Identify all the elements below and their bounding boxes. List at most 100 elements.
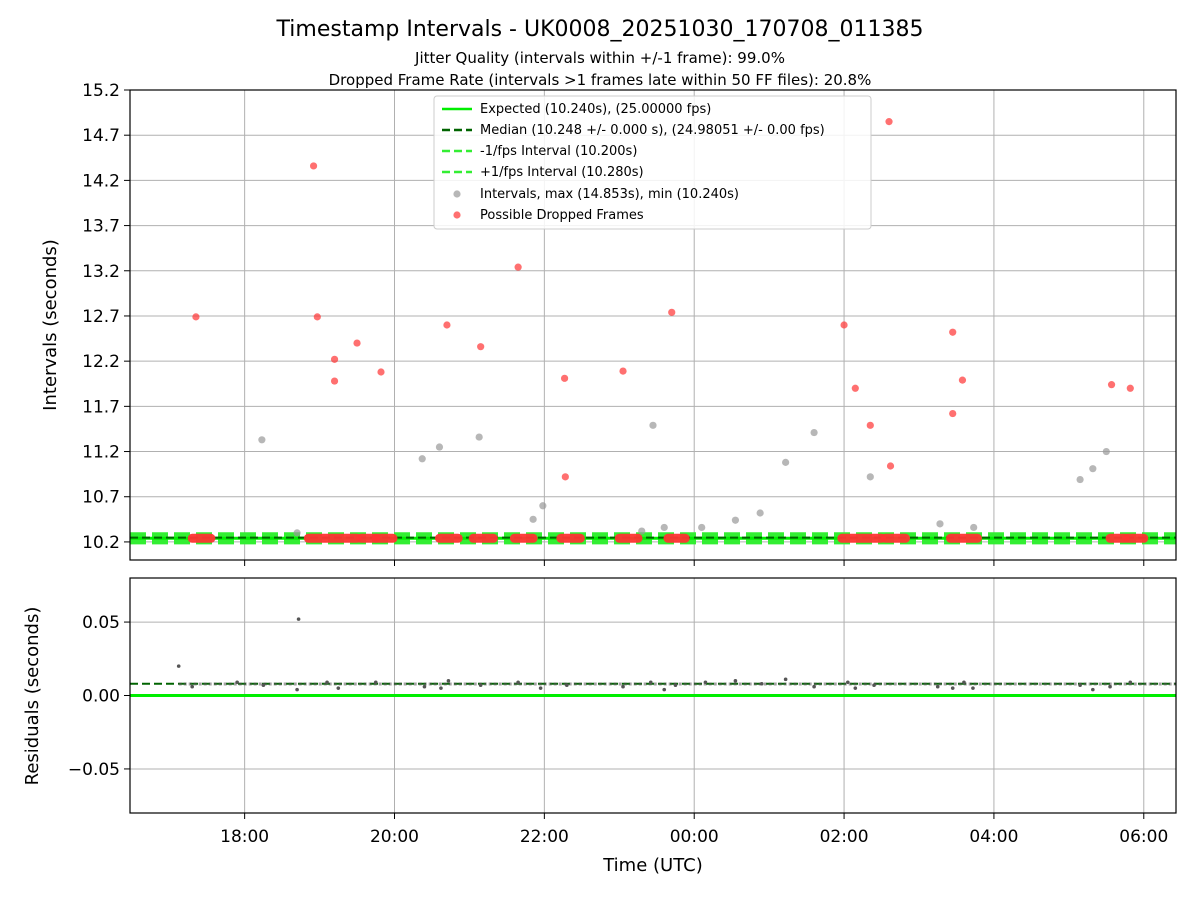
legend-expected-label: Expected (10.240s), (25.00000 fps) — [480, 102, 711, 117]
dropped-frame-point — [192, 313, 200, 321]
residual-point — [621, 684, 625, 689]
interval-point — [1102, 447, 1110, 456]
residual-point — [446, 679, 451, 683]
interval-point — [1076, 475, 1084, 484]
dropped-frame-point — [851, 384, 859, 392]
intervals-y-tick-label: 13.7 — [82, 217, 120, 237]
dropped-frame-point — [885, 118, 893, 126]
legend-box — [433, 95, 872, 230]
dropped-frame-point — [313, 313, 321, 321]
legend-dropped-label: Possible Dropped Frames — [480, 208, 644, 223]
intervals-x-ticks — [244, 560, 1145, 566]
intervals-plot-frame — [129, 89, 1177, 561]
legend-minus-fps-label: -1/fps Interval (10.200s) — [480, 144, 637, 159]
interval-point — [782, 458, 790, 466]
intervals-panel: 10.2 10.7 11.2 11.7 12.2 12.7 13.2 13.7 14.2 14.7… — [40, 81, 1177, 566]
dropped-frame-point — [477, 343, 485, 351]
x-axis-label: Time (UTC) — [602, 855, 703, 876]
residual-point — [373, 680, 378, 685]
dropped-frame-point — [330, 355, 339, 363]
x-tick-label: 00:00 — [670, 827, 719, 847]
interval-point — [698, 523, 706, 532]
residual-point — [1078, 683, 1082, 688]
x-tick-label: 06:00 — [1119, 827, 1168, 847]
x-tick-label: 18:00 — [220, 827, 269, 847]
residual-point — [648, 680, 653, 685]
dropped-frame-point — [668, 308, 676, 316]
residuals-x-ticks: 18:00 20:00 22:00 00:00 02:00 04:00 06:00 — [220, 813, 1168, 847]
intervals-y-tick-label: 12.7 — [82, 307, 120, 327]
interval-point — [756, 509, 764, 517]
residual-point — [422, 684, 427, 689]
dropped-frame-point — [949, 409, 957, 418]
interval-point — [258, 436, 266, 444]
legend-median-label: Median (10.248 +/- 0.000 s), (24.98051 +… — [480, 123, 825, 138]
legend-dropped-marker — [453, 211, 461, 219]
residual-point — [759, 681, 764, 686]
residual-point — [325, 680, 329, 685]
interval-point — [660, 523, 668, 532]
dropped-frame-point — [561, 473, 569, 481]
intervals-y-tick-label: 13.2 — [82, 262, 120, 282]
legend-intervals-label: Intervals, max (14.853s), min (10.240s) — [480, 187, 739, 202]
x-tick-label: 04:00 — [969, 827, 1018, 847]
chart-subtitle-dropped: Dropped Frame Rate (intervals >1 frames … — [329, 71, 872, 89]
dropped-frame-point — [1126, 384, 1134, 392]
interval-point — [539, 502, 547, 510]
interval-point — [1089, 465, 1097, 473]
residual-point — [1091, 687, 1095, 692]
dropped-frame-point — [330, 377, 339, 385]
intervals-y-tick-label: 11.2 — [82, 443, 120, 463]
intervals-y-tick-label: 10.2 — [82, 533, 120, 553]
dropped-frame-point — [1107, 381, 1116, 389]
residuals-y-ticks: −0.05 0.00 0.05 — [68, 613, 130, 780]
intervals-y-tick-label: 12.2 — [82, 352, 120, 372]
residuals-panel: −0.05 0.00 0.05 18:00 20:00 22:00 00:00 02:00 0… — [22, 577, 1177, 876]
residual-point — [703, 680, 708, 685]
residual-point — [950, 686, 955, 690]
residual-outlier-point — [296, 617, 301, 621]
dropped-frame-point — [560, 374, 569, 382]
interval-point — [475, 433, 483, 441]
residual-point — [935, 684, 940, 689]
dropped-frame-point — [443, 321, 451, 329]
interval-point — [731, 516, 740, 524]
residual-point — [336, 686, 341, 690]
residual-point — [853, 686, 858, 690]
residual-point — [673, 683, 678, 688]
residuals-y-axis-label: Residuals (seconds) — [22, 607, 43, 786]
interval-point — [293, 529, 301, 537]
intervals-y-tick-label: 15.2 — [82, 81, 120, 101]
residuals-y-tick-label: 0.05 — [82, 613, 120, 633]
x-tick-label: 02:00 — [820, 827, 869, 847]
dropped-frame-point — [353, 339, 361, 347]
intervals-y-tick-label: 10.7 — [82, 488, 120, 508]
dropped-frame-point — [886, 462, 895, 470]
residual-point — [971, 686, 975, 690]
residual-point — [783, 677, 788, 682]
legend-intervals-marker — [453, 190, 461, 198]
chart-subtitle-jitter: Jitter Quality (intervals within +/-1 fr… — [414, 49, 785, 67]
residual-point — [261, 683, 266, 688]
intervals-y-axis-label: Intervals (seconds) — [40, 239, 61, 411]
residuals-points — [176, 617, 1176, 692]
chart-legend: Expected (10.240s), (25.00000 fps) Media… — [433, 95, 872, 230]
dropped-frame-point — [958, 376, 967, 384]
residuals-y-tick-label: −0.05 — [68, 760, 120, 780]
residual-point — [1108, 684, 1112, 689]
interval-point — [810, 428, 818, 437]
residual-point — [190, 684, 194, 689]
x-tick-label: 22:00 — [520, 827, 569, 847]
dropped-frame-point — [840, 321, 848, 329]
residual-point — [1128, 680, 1133, 685]
intervals-y-tick-label: 14.2 — [82, 171, 120, 191]
dropped-frame-point — [619, 367, 627, 375]
interval-point — [866, 473, 874, 481]
residual-point — [846, 680, 850, 685]
residual-point — [812, 684, 816, 689]
residual-point — [962, 680, 966, 685]
interval-point — [970, 523, 978, 532]
x-tick-label: 20:00 — [370, 827, 419, 847]
residual-point — [295, 687, 299, 692]
